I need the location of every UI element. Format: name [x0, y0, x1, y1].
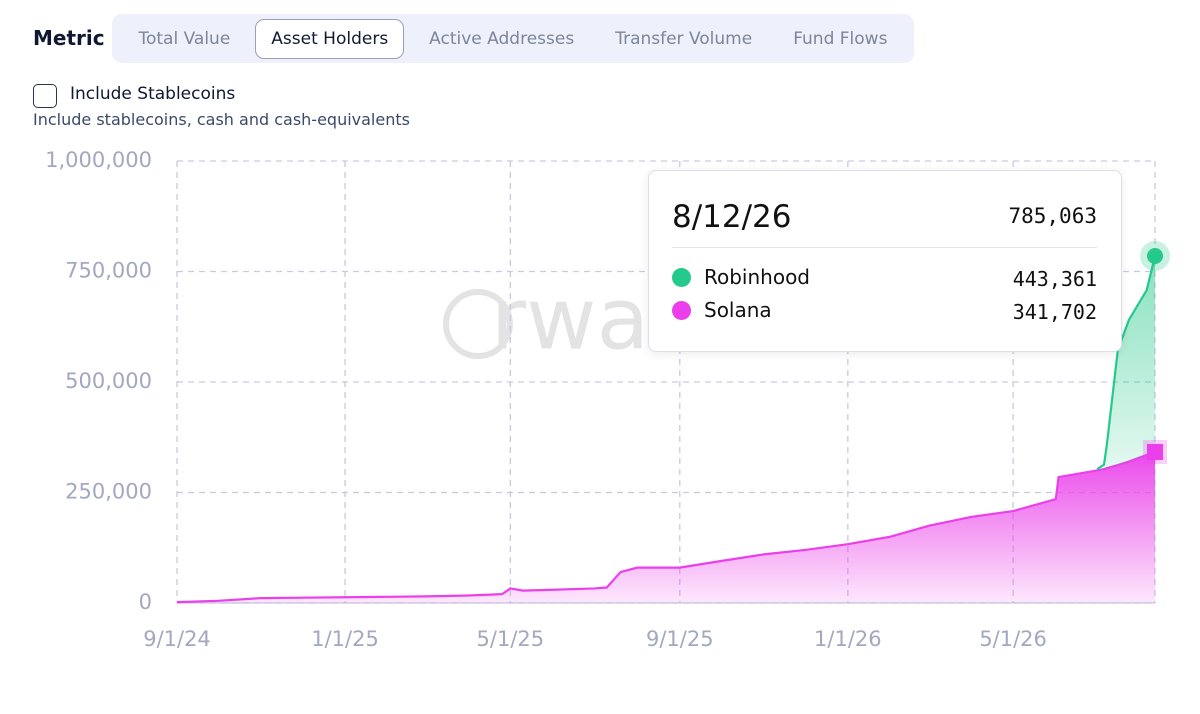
- tooltip-row: Solana 341,702: [672, 297, 1097, 325]
- stablecoin-checkbox[interactable]: [33, 84, 57, 108]
- checkbox-label[interactable]: Include Stablecoins: [70, 84, 236, 104]
- hover-point: [1147, 443, 1163, 460]
- tooltip-row: Robinhood 443,361: [672, 264, 1097, 292]
- x-tick-label: 5/1/26: [979, 627, 1047, 651]
- tooltip-total: 785,063: [1008, 204, 1097, 228]
- y-tick-label: 1,000,000: [45, 148, 152, 172]
- hover-point: [1147, 248, 1163, 265]
- x-tick-label: 9/1/24: [143, 627, 211, 651]
- metric-label: Metric: [33, 26, 105, 50]
- y-tick-label: 500,000: [65, 369, 152, 393]
- x-tick-label: 5/1/25: [477, 627, 545, 651]
- y-tick-label: 750,000: [65, 259, 152, 283]
- x-tick-label: 1/1/25: [311, 627, 379, 651]
- metric-tab[interactable]: Asset Holders: [255, 18, 405, 59]
- watermark-globe: [443, 289, 513, 359]
- area-fill: [177, 451, 1155, 603]
- metric-tab[interactable]: Transfer Volume: [615, 28, 753, 49]
- tooltip-value: 443,361: [1012, 267, 1097, 291]
- legend-label: Robinhood: [704, 265, 811, 289]
- x-tick-label: 1/1/26: [814, 627, 882, 651]
- metric-tabs: Total Value Asset Holders Active Addresses…: [112, 14, 914, 63]
- watermark: rwa: [491, 269, 649, 369]
- checkbox-description: Include stablecoins, cash and cash-equiv…: [33, 110, 410, 129]
- tooltip-date: 8/12/26: [672, 199, 792, 235]
- metric-tab[interactable]: Total Value: [138, 28, 231, 49]
- legend-dot: [672, 301, 691, 320]
- metric-tab[interactable]: Active Addresses: [429, 28, 575, 49]
- tooltip-separator: [672, 247, 1097, 248]
- y-tick-label: 250,000: [65, 480, 152, 504]
- legend-label: Solana: [704, 298, 772, 322]
- y-tick-label: 0: [139, 590, 152, 614]
- legend-dot: [672, 268, 691, 287]
- tooltip: 8/12/26 785,063 Robinhood 443,361 Solana 34…: [648, 170, 1122, 352]
- metric-tab[interactable]: Fund Flows: [793, 28, 888, 49]
- area-fill: [1097, 256, 1155, 471]
- tooltip-value: 341,702: [1012, 300, 1097, 324]
- x-tick-label: 9/1/25: [646, 627, 714, 651]
